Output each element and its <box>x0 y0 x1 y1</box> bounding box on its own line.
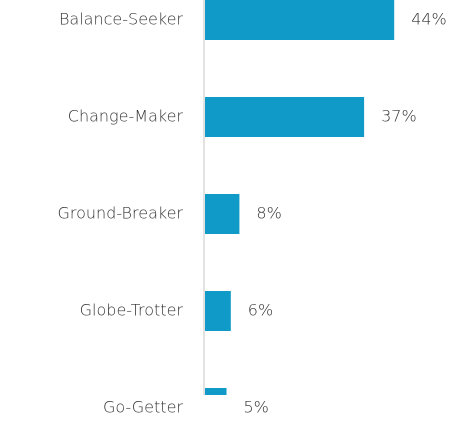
bar <box>205 97 365 137</box>
value-label: 8% <box>256 204 281 223</box>
bar <box>205 291 231 331</box>
category-label: Ground-Breaker <box>57 204 183 223</box>
bar <box>205 194 240 234</box>
bar <box>205 0 395 40</box>
value-label: 5% <box>244 398 269 417</box>
value-label: 6% <box>248 301 273 320</box>
bar <box>205 388 227 395</box>
category-label: Go-Getter <box>103 398 183 417</box>
value-label: 44% <box>411 10 447 29</box>
category-label: Balance-Seeker <box>59 10 183 29</box>
category-label: Globe-Trotter <box>80 301 184 320</box>
plot-area <box>205 0 395 395</box>
value-label: 37% <box>381 107 417 126</box>
category-label: Change-Maker <box>68 107 184 126</box>
